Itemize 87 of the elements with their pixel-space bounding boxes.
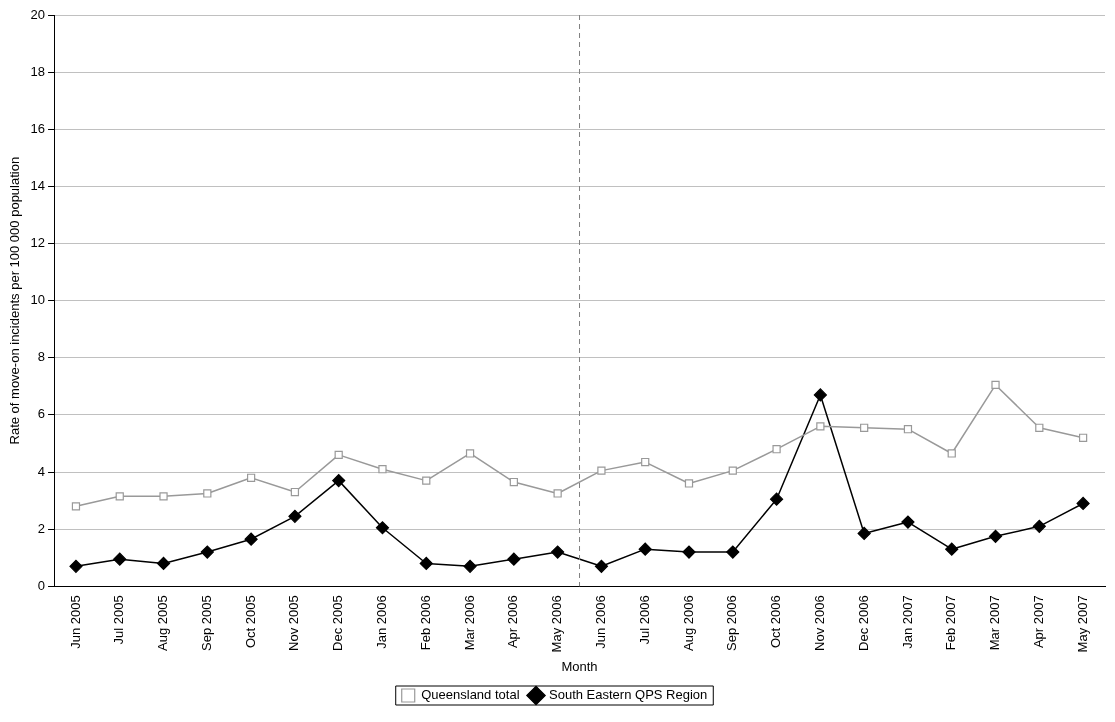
- point: [1078, 433, 1088, 442]
- x-tick-label: Dec 2005: [330, 595, 346, 651]
- x-tick-label: May 2007: [1074, 595, 1090, 653]
- point: [991, 380, 1000, 390]
- y-tick-label: 14: [30, 177, 46, 193]
- point: [463, 559, 477, 573]
- y-tick-label: 12: [30, 235, 46, 251]
- point: [71, 502, 81, 511]
- point: [332, 474, 346, 488]
- point: [115, 492, 124, 501]
- point: [860, 423, 869, 432]
- point: [200, 545, 214, 559]
- y-tick-label: 16: [30, 120, 46, 136]
- point: [419, 556, 433, 571]
- x-tick-label: Jul 2005: [111, 595, 127, 645]
- legend-label: South Eastern QPS Region: [549, 687, 708, 703]
- point: [465, 449, 475, 458]
- point: [1035, 423, 1044, 432]
- point: [422, 476, 431, 485]
- point: [156, 556, 171, 571]
- x-tick-label: Oct 2006: [768, 595, 784, 649]
- point: [769, 492, 784, 506]
- point: [378, 465, 387, 474]
- point: [945, 542, 959, 556]
- point: [159, 492, 168, 501]
- point: [594, 559, 609, 573]
- point: [246, 473, 256, 482]
- x-tick-label: Nov 2006: [811, 595, 827, 651]
- x-tick-label: Aug 2006: [680, 595, 696, 651]
- point: [69, 559, 83, 573]
- y-tick-label: 4: [37, 463, 46, 479]
- x-tick-label: Apr 2007: [1030, 595, 1046, 649]
- y-tick-label: 10: [30, 292, 46, 308]
- x-tick-label: Dec 2006: [855, 595, 871, 651]
- point: [597, 466, 606, 475]
- x-tick-label: Jun 2005: [67, 595, 83, 649]
- y-tick-label: 6: [37, 406, 46, 422]
- point: [947, 449, 956, 458]
- point: [553, 489, 562, 498]
- x-tick-label: Jun 2006: [593, 595, 608, 649]
- point: [988, 529, 1003, 543]
- point: [509, 477, 518, 487]
- x-tick-label: Aug 2005: [155, 595, 171, 651]
- x-tick-label: Nov 2005: [286, 595, 302, 651]
- x-tick-label: Jul 2006: [636, 595, 652, 645]
- x-tick-label: Oct 2005: [242, 595, 258, 649]
- point: [375, 521, 390, 535]
- x-tick-label: Jan 2007: [899, 595, 915, 649]
- legend-label: Queensland total: [421, 687, 520, 703]
- point: [1076, 496, 1090, 511]
- x-tick-label: Jan 2006: [374, 595, 390, 649]
- point: [551, 545, 565, 559]
- point: [684, 479, 694, 488]
- y-tick-label: 2: [37, 520, 46, 536]
- y-tick-label: 20: [30, 6, 46, 22]
- y-tick-label: 18: [30, 63, 46, 79]
- point: [682, 545, 696, 559]
- x-tick-label: Feb 2006: [417, 595, 433, 651]
- x-tick-label: Mar 2007: [987, 595, 1003, 651]
- point: [772, 445, 781, 454]
- point: [1032, 519, 1046, 533]
- y-tick-label: 0: [37, 577, 46, 593]
- point: [857, 526, 871, 541]
- point: [507, 552, 521, 566]
- point: [244, 532, 258, 546]
- point: [816, 422, 825, 431]
- y-tick-label: 8: [37, 349, 46, 365]
- x-tick-label: Apr 2006: [505, 595, 521, 649]
- x-tick-label: Sep 2006: [724, 595, 740, 651]
- x-axis-title: Month: [561, 658, 598, 674]
- point: [901, 515, 915, 529]
- y-axis-title: Rate of move-on incidents per 100 000 population: [7, 156, 23, 445]
- point: [813, 388, 827, 402]
- x-tick-label: Mar 2006: [461, 595, 477, 651]
- x-tick-label: Feb 2007: [943, 595, 959, 651]
- point: [638, 542, 652, 556]
- point: [903, 425, 913, 434]
- point: [290, 487, 300, 497]
- point: [641, 457, 650, 467]
- point: [726, 545, 740, 559]
- x-tick-label: May 2006: [549, 595, 565, 653]
- point: [203, 489, 212, 498]
- point: [728, 466, 737, 475]
- x-tick-label: Sep 2005: [198, 595, 214, 651]
- point: [288, 509, 302, 523]
- point: [334, 450, 343, 460]
- point: [113, 552, 127, 566]
